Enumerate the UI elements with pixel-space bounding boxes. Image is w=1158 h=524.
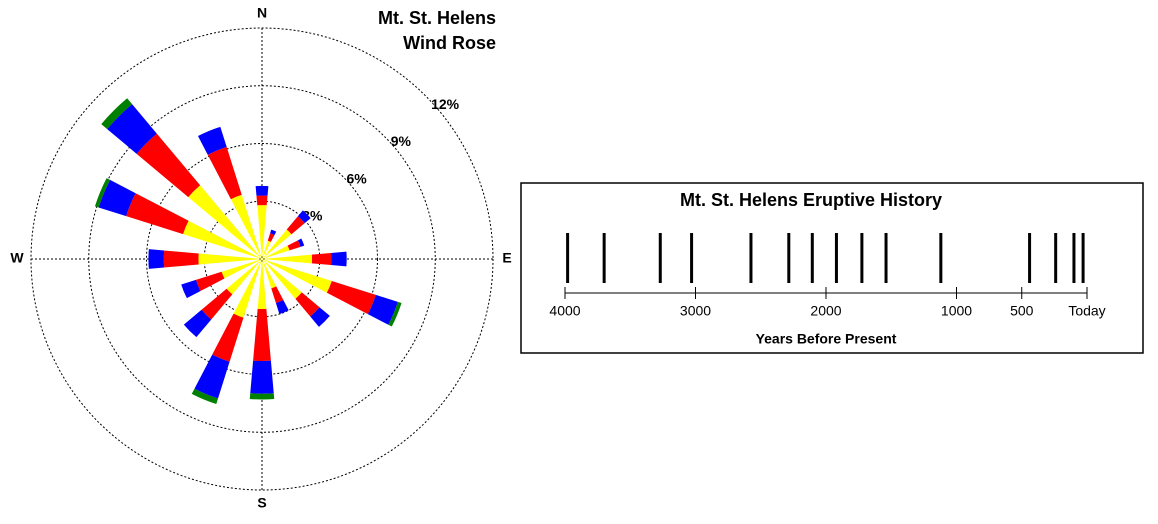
- x-tick-label: 4000: [549, 303, 580, 319]
- direction-label: E: [502, 250, 511, 266]
- wind-segment: [250, 361, 273, 394]
- chart-title: Wind Rose: [403, 33, 496, 53]
- direction-label: W: [10, 250, 24, 266]
- x-tick-label: Today: [1068, 303, 1105, 319]
- wind-segment: [227, 259, 262, 294]
- wind-segment: [262, 230, 291, 259]
- x-tick-label: 3000: [680, 303, 711, 319]
- wind-segment: [250, 393, 274, 399]
- wind-segment: [196, 272, 225, 291]
- wind-segment: [256, 186, 269, 196]
- wind-segment: [327, 281, 376, 314]
- wind-segment: [262, 259, 302, 299]
- chart-title: Mt. St. Helens Eruptive History: [680, 190, 942, 210]
- direction-label: N: [257, 5, 267, 21]
- r-tick-label: 9%: [391, 133, 412, 149]
- x-tick-label: 2000: [810, 303, 841, 319]
- wind-segment: [212, 314, 243, 362]
- wind-segment: [164, 250, 199, 267]
- wind-segment: [188, 185, 262, 259]
- r-tick-label: 6%: [346, 170, 367, 186]
- wind-segment: [148, 249, 164, 269]
- wind-segment: [271, 286, 283, 303]
- wind-segment: [208, 147, 242, 199]
- wind-segment: [126, 193, 188, 234]
- wind-segment: [331, 252, 347, 267]
- direction-label: S: [257, 495, 266, 511]
- x-axis-label: Years Before Present: [756, 331, 897, 347]
- wind-segment: [312, 253, 331, 265]
- x-tick-label: 500: [1010, 303, 1034, 319]
- r-tick-label: 12%: [431, 96, 460, 112]
- chart-title: Mt. St. Helens: [378, 8, 496, 28]
- wind-segment: [256, 195, 267, 205]
- x-tick-label: 1000: [941, 303, 972, 319]
